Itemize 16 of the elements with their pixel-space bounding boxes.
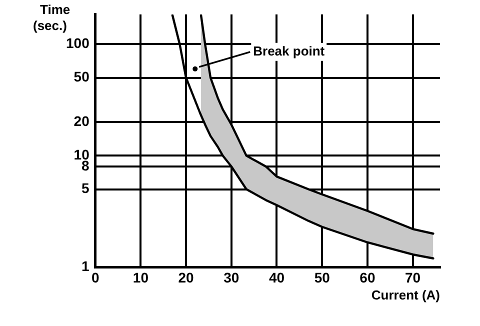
x-tick-label: 0 [91, 269, 100, 286]
y-tick-label: 20 [74, 112, 90, 129]
x-axis-title: Current (A) [371, 287, 440, 302]
y-tick-label: 5 [82, 180, 90, 196]
x-tick-label: 40 [268, 269, 285, 286]
y-axis-title: Time (sec.) [33, 2, 70, 34]
x-tick-label: 10 [132, 269, 149, 286]
y-tick-label: 100 [66, 35, 90, 52]
x-tick-label: 60 [360, 269, 376, 286]
annotation: Break point [253, 44, 326, 59]
y-tick-label: 1 [82, 258, 90, 274]
y-tick-label: 50 [74, 68, 90, 85]
x-tick-label: 20 [178, 269, 194, 286]
x-tick-label: 30 [224, 269, 240, 286]
x-tick-label: 70 [405, 269, 421, 286]
x-tick-label: 50 [314, 269, 330, 286]
